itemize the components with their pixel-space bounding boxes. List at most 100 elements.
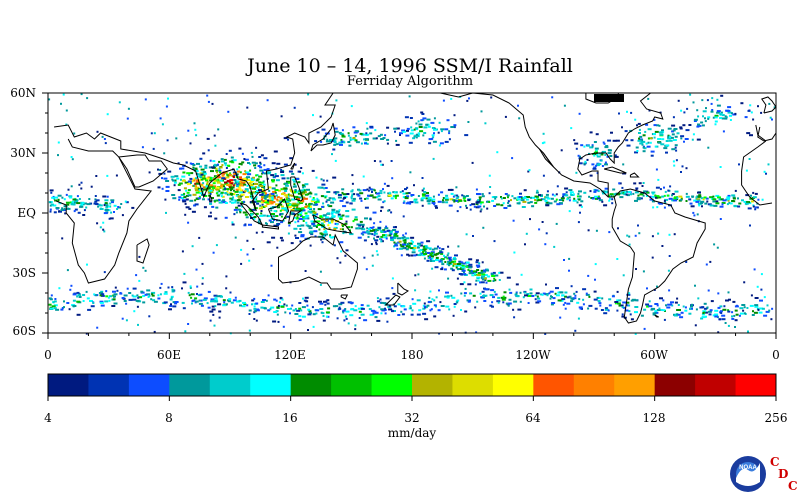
rain-cell (638, 182, 642, 185)
rain-cell (94, 200, 98, 203)
rain-cell (389, 231, 392, 234)
rain-cell (72, 293, 77, 296)
rain-cell (697, 297, 700, 300)
rain-cell (588, 304, 593, 307)
rain-cell (621, 126, 623, 129)
rain-cell (221, 183, 225, 186)
rain-cell (469, 204, 472, 207)
rain-cell (712, 200, 716, 203)
rain-cell (757, 198, 760, 201)
rain-cell (500, 197, 503, 200)
rain-cell (248, 313, 251, 315)
rain-cell (242, 177, 247, 180)
rain-cell (250, 151, 253, 154)
rain-cell (185, 161, 188, 164)
rain-cell (734, 112, 737, 115)
coastline (440, 92, 615, 198)
rain-cell (724, 115, 727, 118)
rain-cell (107, 205, 111, 208)
rain-cell (453, 257, 456, 259)
rain-cell (446, 254, 449, 257)
rain-cell (657, 202, 660, 205)
rain-cell (627, 297, 630, 300)
rain-cell (103, 204, 106, 207)
rain-cell (394, 237, 397, 240)
rain-cell (308, 192, 313, 195)
rain-cell (344, 222, 348, 225)
rain-cell (272, 175, 275, 178)
rain-cell (608, 298, 612, 301)
rain-cell (688, 124, 692, 126)
rain-cell (346, 193, 350, 195)
rain-cell (461, 268, 465, 271)
rain-cell (395, 242, 398, 245)
rain-cell (593, 154, 596, 157)
rain-cell (436, 259, 440, 262)
rain-cell (319, 186, 324, 189)
rain-cell (568, 196, 571, 199)
rain-cell (292, 178, 296, 181)
rain-cell (716, 111, 721, 114)
rain-cell (480, 271, 484, 274)
rain-cell (85, 206, 88, 209)
rain-cell (380, 312, 383, 315)
rain-cell (688, 312, 692, 315)
rain-cell (637, 224, 639, 227)
noaa-logo: NOAA (730, 456, 766, 492)
rain-cell (401, 190, 404, 193)
rain-cell (252, 248, 255, 250)
rain-cell (81, 202, 85, 204)
coastline (54, 92, 336, 212)
rain-cell (226, 184, 231, 186)
rain-cell (652, 133, 656, 135)
rain-cell (603, 204, 608, 207)
rain-cell (125, 201, 129, 204)
rain-cell (480, 208, 483, 211)
rain-cell (164, 198, 167, 201)
rain-cell (287, 181, 290, 184)
rain-cell (61, 196, 64, 199)
lon-label-0-east: 0 (772, 348, 780, 362)
rain-cell (323, 220, 326, 223)
rain-cell (489, 294, 494, 297)
rain-cell (247, 162, 250, 164)
rain-cell (234, 236, 237, 239)
rain-cell (325, 140, 330, 143)
rain-cell (538, 194, 541, 197)
rain-cell (84, 202, 87, 205)
rain-cell (250, 185, 253, 188)
rain-cell (273, 150, 278, 153)
rain-cell (393, 127, 398, 130)
rain-cell (609, 197, 611, 200)
rain-cell (49, 204, 52, 207)
map-background (48, 93, 776, 333)
rain-cell (316, 131, 320, 134)
rain-cell (731, 311, 734, 314)
rain-cell (189, 182, 192, 184)
rain-cell (336, 317, 339, 320)
rain-cell (645, 142, 648, 145)
rain-cell (726, 196, 731, 199)
rain-cell (723, 305, 726, 308)
rain-cell (638, 232, 641, 235)
rain-cell (721, 318, 726, 321)
rain-cell (193, 167, 195, 170)
rain-cell (99, 294, 103, 297)
rain-cell (541, 142, 544, 145)
rain-cell (735, 313, 739, 316)
rain-cell (502, 296, 507, 299)
rain-cell (415, 198, 418, 201)
rain-cell (98, 204, 103, 207)
rain-cell (457, 245, 460, 248)
rain-cell (237, 186, 241, 188)
rain-cell (244, 158, 249, 161)
rain-cell (195, 134, 198, 137)
rain-cell (604, 190, 609, 193)
rain-cell (411, 298, 414, 301)
rain-cell (423, 246, 426, 249)
rain-cell (437, 131, 440, 134)
rain-cell (338, 307, 342, 310)
rain-cell (125, 302, 128, 305)
rain-cell (187, 194, 192, 197)
rain-cell (242, 301, 246, 304)
